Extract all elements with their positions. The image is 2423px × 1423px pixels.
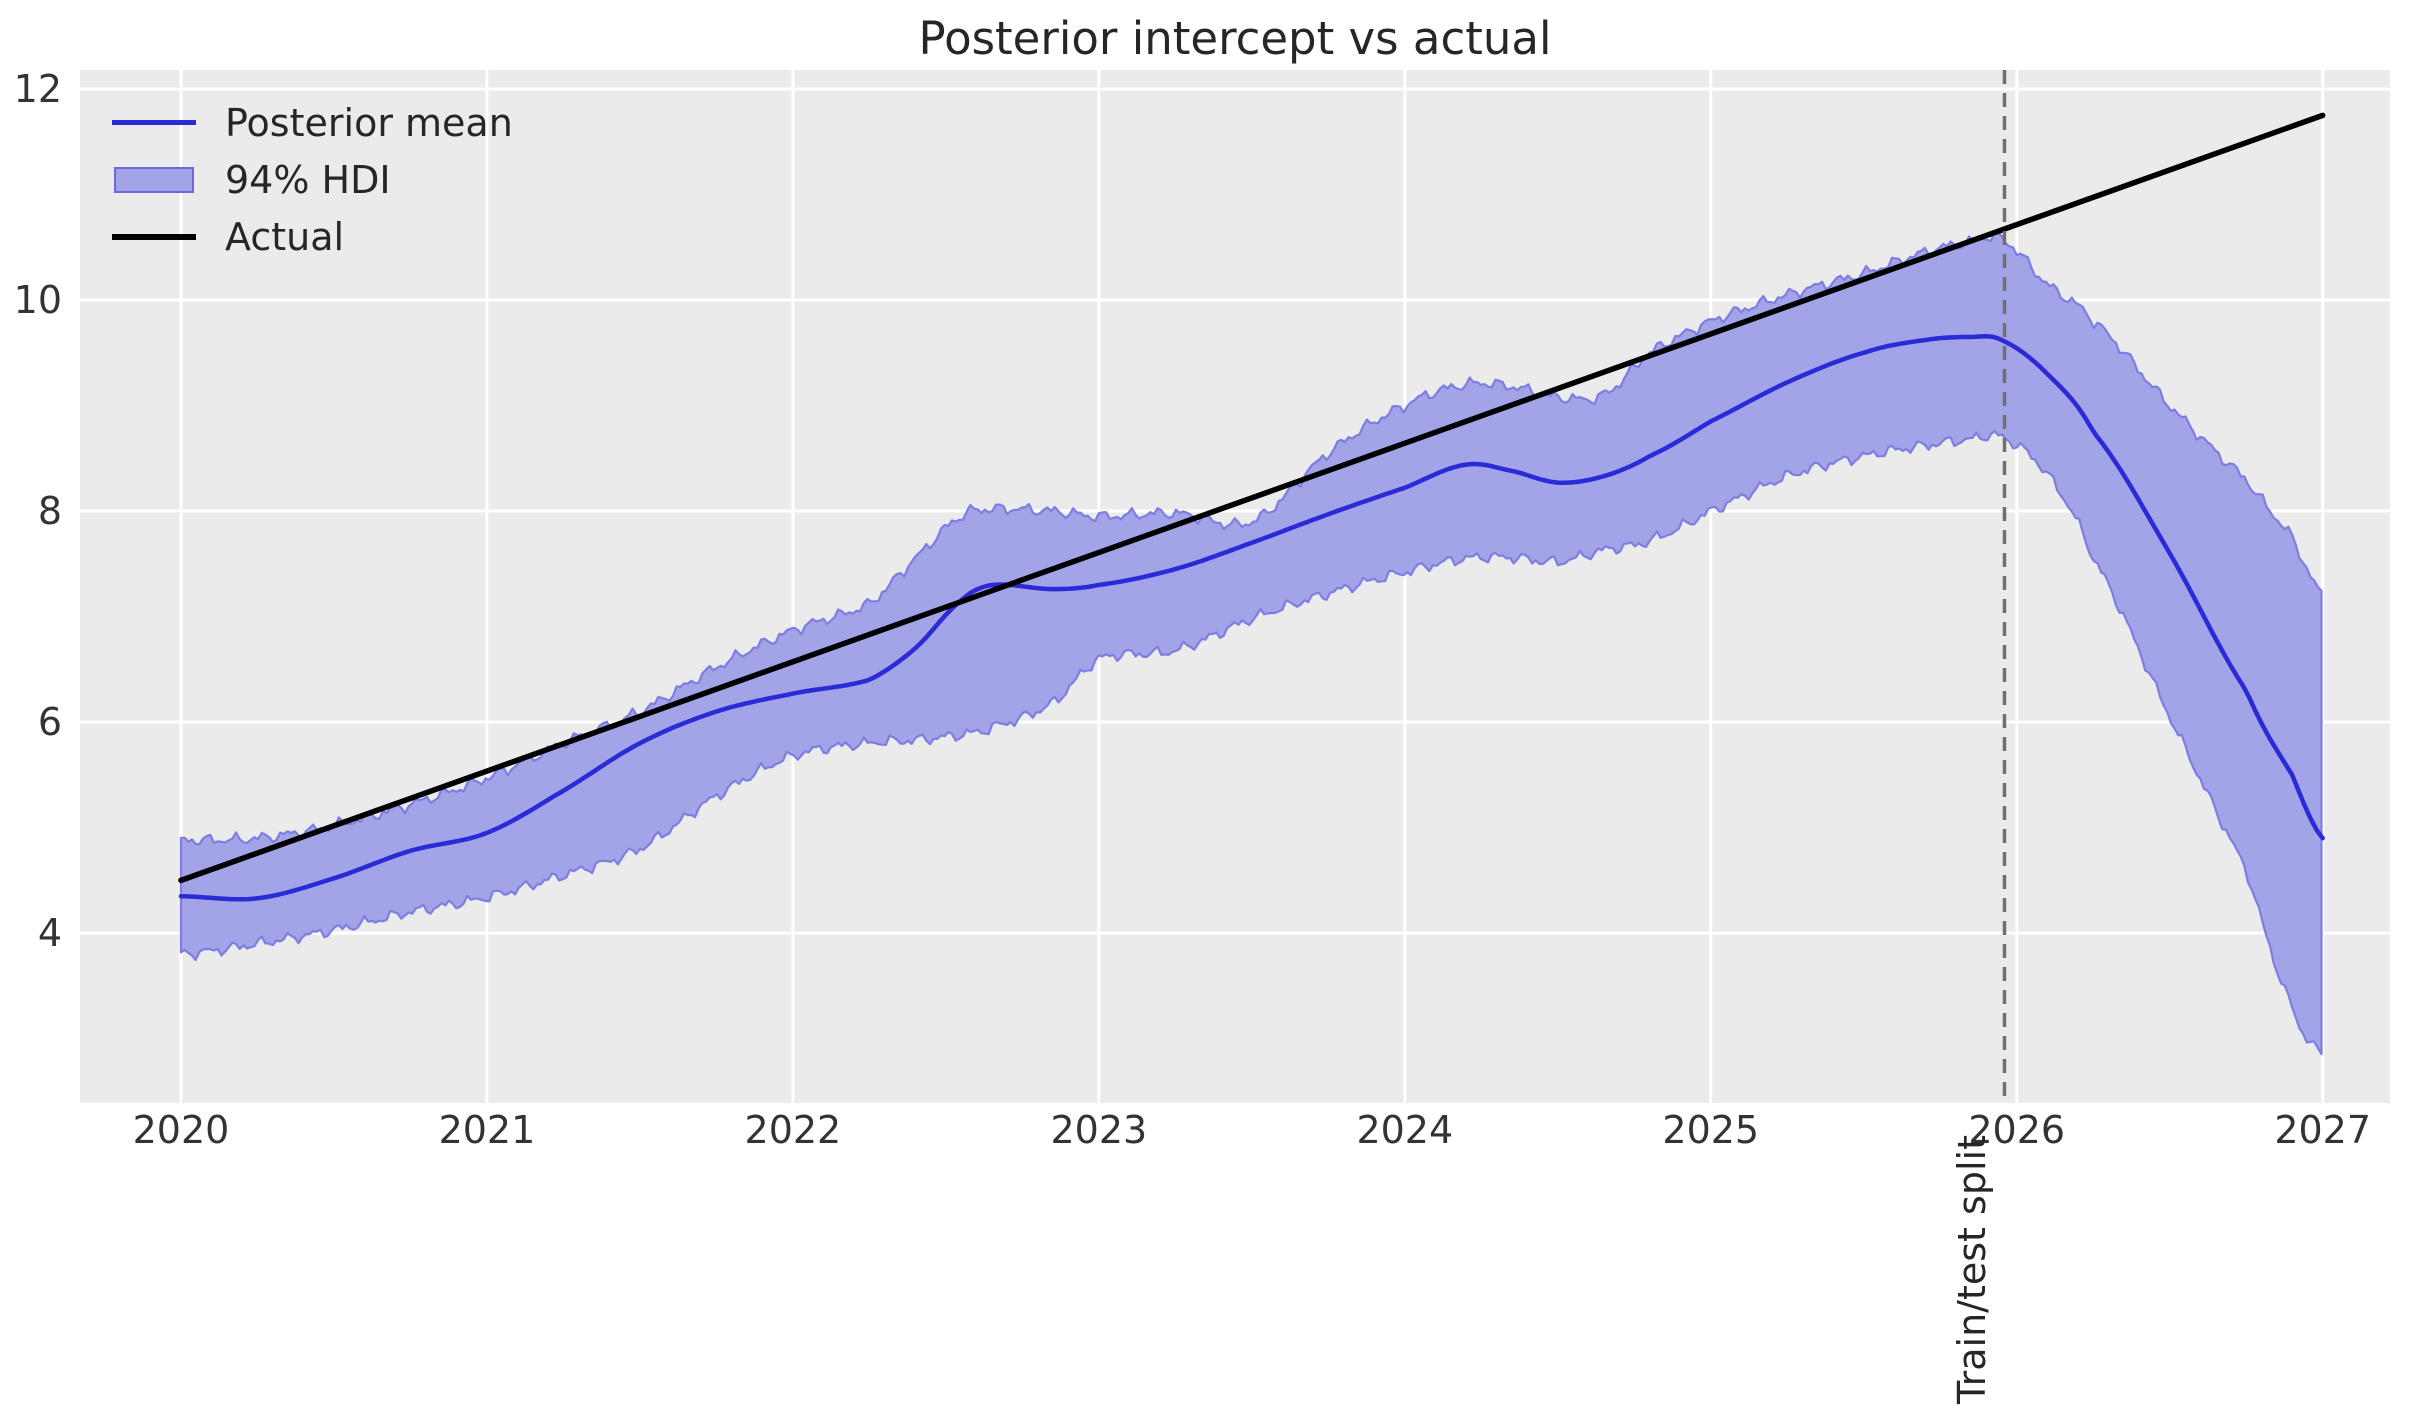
posterior-mean-line-swatch <box>112 120 196 125</box>
hdi-band <box>179 230 2323 1056</box>
legend-entry-posterior-mean: Posterior mean <box>112 94 513 151</box>
x-tick-label: 2020 <box>133 1108 230 1152</box>
legend: Posterior mean 94% HDI Actual <box>112 94 513 265</box>
y-tick-label: 10 <box>14 278 62 322</box>
legend-label: Actual <box>225 214 345 259</box>
x-tick-label: 2021 <box>439 1108 536 1152</box>
x-tick-label: 2024 <box>1356 1108 1453 1152</box>
x-tick-label: 2023 <box>1050 1108 1147 1152</box>
chart-title: Posterior intercept vs actual <box>918 12 1552 65</box>
legend-entry-actual: Actual <box>112 208 513 265</box>
posterior-mean-line <box>178 333 2325 902</box>
x-tick-label: 2026 <box>1968 1108 2065 1152</box>
x-tick-label: 2025 <box>1662 1108 1759 1152</box>
x-tick-label: 2027 <box>2274 1108 2371 1152</box>
legend-entry-hdi: 94% HDI <box>112 151 513 208</box>
y-tick-label: 4 <box>38 911 62 955</box>
x-tick-label: 2022 <box>745 1108 842 1152</box>
actual-line <box>178 112 2326 884</box>
legend-label: Posterior mean <box>225 100 513 145</box>
actual-line-swatch <box>112 233 196 240</box>
y-tick-label: 6 <box>38 700 62 744</box>
hdi-band-swatch <box>112 166 196 193</box>
legend-label: 94% HDI <box>225 157 391 202</box>
y-tick-label: 8 <box>38 489 62 533</box>
y-tick-label: 12 <box>14 67 62 111</box>
train-test-split-label: Train/test split <box>1950 1135 1994 1404</box>
